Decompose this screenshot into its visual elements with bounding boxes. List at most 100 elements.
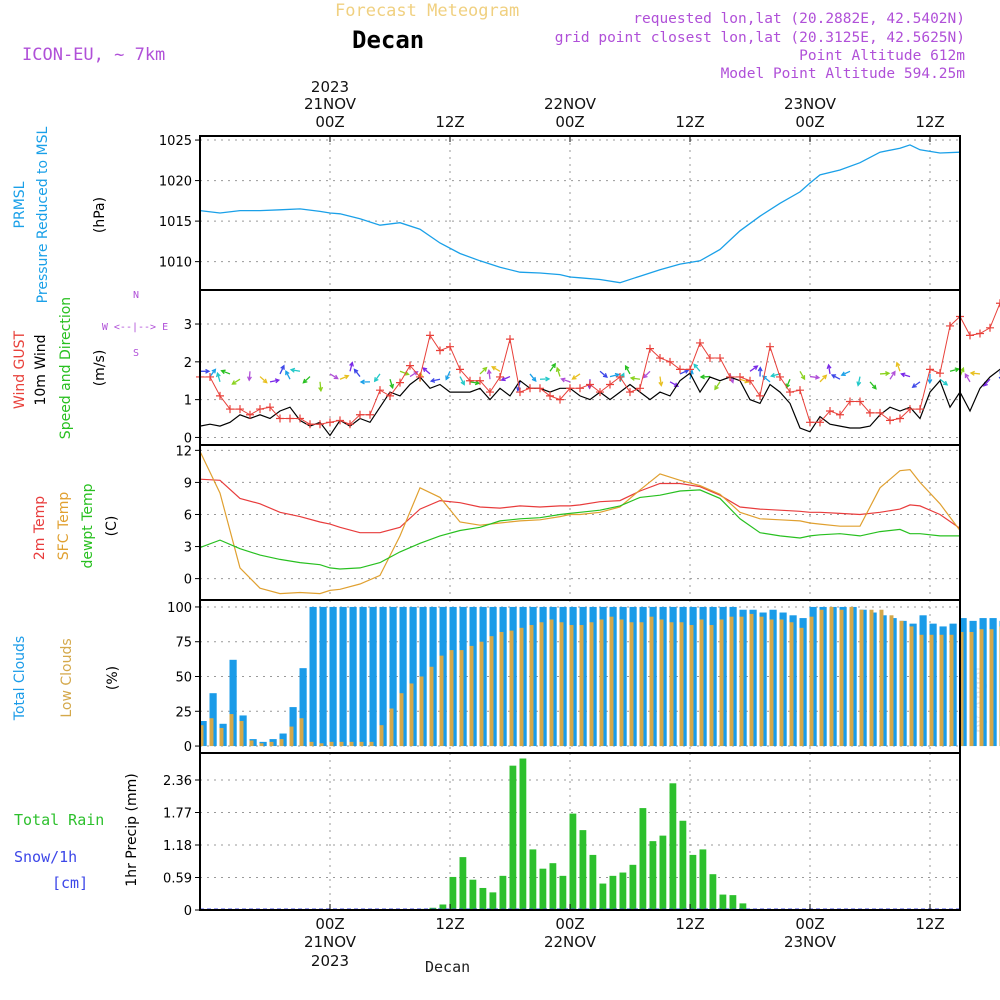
wind-direction-arrow [785, 378, 791, 388]
wind-direction-arrowhead [699, 374, 705, 380]
wind-direction-arrowhead [531, 376, 537, 382]
total-cloud-bar [309, 606, 317, 747]
wind-direction-arrowhead [486, 368, 492, 375]
wind-direction-arrow [739, 378, 749, 383]
low-cloud-bar [299, 718, 304, 747]
rain-bar [529, 849, 537, 910]
total-cloud-bar [229, 659, 237, 747]
precip-labels: Total Rain Snow/1h [cm] 1hr Precip (mm) [14, 773, 140, 892]
gust-marker [226, 405, 234, 414]
rain-bar [499, 875, 507, 910]
wind-direction-arrow [912, 381, 921, 388]
low-cloud-bar [669, 622, 674, 747]
wind-direction-arrowhead [359, 379, 365, 385]
rain-bar [489, 892, 497, 910]
rain-bar [579, 830, 587, 910]
wind-direction-arrowhead [954, 367, 961, 373]
low-cloud-bar [679, 622, 684, 747]
rain-bar [609, 875, 617, 910]
wind-direction-arrowhead [744, 378, 750, 384]
rain-bar [729, 895, 737, 910]
compass-south: S [133, 348, 139, 359]
wind-direction-arrow [529, 373, 537, 382]
gust-marker [736, 372, 744, 381]
low-cloud-bar [589, 622, 594, 747]
low-cloud-bar [459, 650, 464, 747]
rain-bar [719, 894, 727, 910]
low-cloud-bar [389, 708, 394, 747]
gust-marker [206, 372, 214, 381]
wind-direction-arrow [279, 365, 285, 375]
rain-bar [569, 813, 577, 910]
wind-direction-arrowhead [684, 369, 690, 374]
low-cloud-bar [889, 615, 894, 747]
top-hour-label: 00Z [315, 113, 344, 131]
y-tick-label: 0 [184, 904, 192, 919]
wind-direction-arrow [809, 375, 820, 379]
pressure-line [199, 144, 961, 284]
low-cloud-bar [349, 741, 354, 747]
wind-direction-arrowhead [491, 366, 497, 371]
y-tick-label: 3 [184, 541, 192, 556]
wind-direction-arrow [349, 362, 353, 372]
gust-marker [596, 388, 604, 397]
gust-marker [496, 372, 504, 381]
wind-direction-arrowhead [714, 385, 719, 391]
wind-direction-arrowhead [215, 371, 221, 378]
rain-bar [509, 765, 517, 910]
low-cloud-bar [829, 606, 834, 747]
panel-frame [199, 289, 961, 446]
low-cloud-bar [559, 622, 564, 747]
total-cloud-bar [369, 606, 377, 747]
low-cloud-bar [469, 645, 474, 747]
wind-direction-arrow [939, 378, 948, 386]
low-cloud-bar [789, 622, 794, 747]
wind-direction-arrowhead [614, 372, 621, 378]
wind-direction-arrowhead [500, 376, 506, 382]
model-label: ICON-EU, ~ 7km [22, 45, 165, 65]
wind-direction-arrow [609, 373, 619, 378]
wind-direction-arrowhead [344, 374, 350, 380]
wind-direction-arrow [459, 376, 465, 385]
low-cloud-bar [959, 631, 964, 747]
gust-marker [286, 414, 294, 423]
temp-unit: (C) [104, 516, 120, 537]
bottom-date-label: 22NOV [544, 933, 597, 951]
low-cloud-bar [359, 741, 364, 747]
low-cloud-bar [529, 625, 534, 747]
low-cloud-bar [869, 609, 874, 747]
low-cloud-bar [629, 622, 634, 747]
wind-direction-arrowhead [349, 361, 354, 367]
gust-marker [556, 395, 564, 404]
wind-direction-arrow [319, 381, 322, 391]
cloud-label-total: Total Clouds [12, 636, 28, 721]
low-cloud-bar [339, 741, 344, 747]
wind-direction-arrowhead [885, 371, 891, 377]
gust-marker [546, 391, 554, 400]
wind-direction-arrowhead [555, 366, 561, 373]
gust-marker [716, 354, 724, 363]
model-altitude: Model Point Altitude 594.25m [721, 66, 966, 82]
wind-direction-arrow [259, 376, 268, 384]
low-cloud-bar [449, 650, 454, 747]
y-tick-label: 3 [184, 318, 192, 333]
gust-marker [386, 391, 394, 400]
wind-direction-arrowhead [629, 375, 636, 381]
precip-label-snow-unit: [cm] [52, 874, 88, 892]
wind-direction-arrowhead [429, 378, 436, 383]
low-cloud-bar [259, 743, 264, 747]
wind-direction-arrowhead [560, 377, 566, 383]
wind-direction-arrowhead [353, 368, 359, 374]
wind-direction-arrow [232, 378, 241, 385]
gust-marker [676, 365, 684, 374]
low-cloud-bar [859, 609, 864, 747]
low-cloud-bar [419, 676, 424, 747]
wind-direction-arrow [831, 374, 841, 380]
wind-direction-arrowhead [551, 362, 556, 368]
wind-direction-arrowhead [895, 361, 901, 367]
gust-marker [586, 380, 594, 389]
gust-marker [316, 420, 324, 429]
gust-marker [296, 414, 304, 423]
gust-marker [686, 365, 694, 374]
